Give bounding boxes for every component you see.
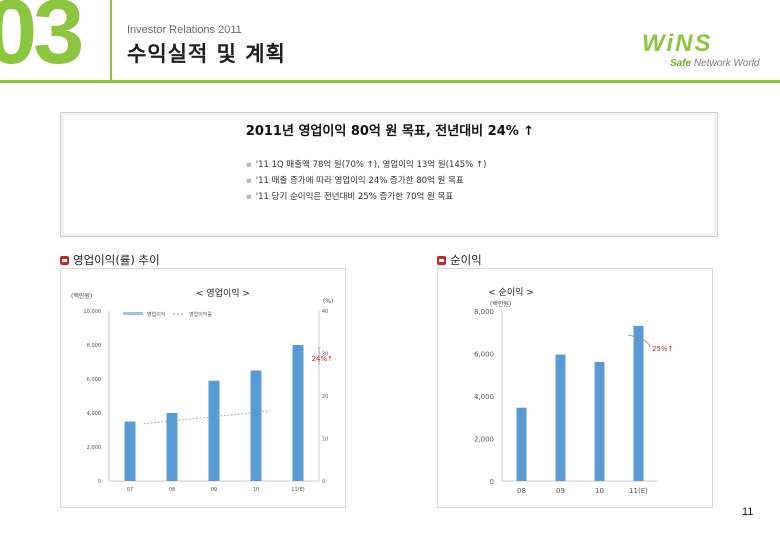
y2-tick-label: 10 [322,437,328,443]
section-label-operating-profit: 영업이익(률) 추이 [60,252,160,268]
section-label-text: 순이익 [450,253,482,267]
chart-title: < 영업이익 > [196,287,250,299]
rate-line [143,410,271,425]
x-tick-label: 07 [127,487,133,493]
operating-profit-chart: < 영업이익 > (백만원) (%) 영업이익 영업이익률 0 2,000 4,00… [71,287,333,493]
x-tick-label: 09 [556,487,565,495]
page-title: 수익실적 및 계획 [127,42,286,66]
x-tick-label: 09 [211,487,217,493]
net-income-chart: < 순이익 > (백만원) 0 2,000 4,000 6,000 8,000 08 09… [474,286,673,495]
x-tick-label: 08 [517,487,526,495]
y-tick-label: 6,000 [474,351,494,359]
x-tick-label: 11(E) [291,487,304,493]
section-label-net-income: 순이익 [437,252,482,268]
logo-tagline-bold: Safe [670,58,692,69]
bar-net-income [633,325,644,481]
section-number: 03 [0,0,84,83]
bar-operating-profit [292,345,304,481]
headline-bullets: '11 1Q 매출액 78억 원(70% ↑), 영업이익 13억 원(145%… [246,158,487,206]
bar-operating-profit [166,413,178,481]
header-rule [0,80,780,83]
bullet-item: '11 1Q 매출액 78억 원(70% ↑), 영업이익 13억 원(145%… [246,158,487,170]
legend-label-profit: 영업이익 [147,311,165,318]
x-tick-label: 08 [169,487,175,493]
legend-label-rate: 영업이익률 [189,311,212,318]
bar-operating-profit [250,370,262,481]
y2-tick-label: 0 [322,479,325,485]
y-tick-label: 4,000 [474,393,494,401]
growth-annotation: 25%↑ [652,345,673,353]
x-tick-label: 10 [595,487,604,495]
y-tick-label: 10,000 [84,309,102,315]
bullet-item: '11 당기 순이익은 전년대비 25% 증가한 70억 원 목표 [246,190,486,202]
logo-tagline: Safe Network World [670,58,759,69]
page-number: 11 [742,506,754,518]
y2-tick-label: 40 [322,309,328,315]
bar-operating-profit [208,380,220,481]
bar-net-income [594,362,605,481]
left-axis-unit: (백만원) [490,300,511,308]
y2-tick-label: 20 [322,394,328,400]
bar-net-income [555,354,566,481]
legend-swatch-profit [123,312,143,315]
x-tick-label: 10 [253,487,259,493]
bar-net-income [516,407,527,481]
growth-annotation: 24%↑ [312,355,333,363]
net-income-panel: < 순이익 > (백만원) 0 2,000 4,000 6,000 8,000 08 09… [437,268,713,508]
y-tick-label: 2,000 [474,436,494,444]
logo-tagline-text: Network World [693,58,760,69]
wins-logo: WiNS [642,30,713,57]
header-divider [110,0,112,82]
bullet-item: '11 매출 증가에 따라 영업이익 24% 증가한 80억 원 목표 [246,174,486,186]
right-axis-unit: (%) [323,298,333,305]
section-marker-icon [437,255,446,265]
header-subtitle: Investor Relations 2011 [127,24,242,36]
y-tick-label: 0 [490,478,494,486]
annotation-arrow [627,334,651,348]
y-tick-label: 0 [98,479,101,485]
section-label-text: 영업이익(률) 추이 [73,253,160,267]
x-tick-label: 11(E) [629,487,648,495]
y-tick-label: 8,000 [87,343,101,349]
y-tick-label: 4,000 [87,411,101,417]
bar-operating-profit [124,421,136,481]
left-axis-unit: (백만원) [71,292,92,300]
section-marker-icon [60,255,69,265]
y-tick-label: 6,000 [87,377,101,383]
operating-profit-panel: < 영업이익 > (백만원) (%) 영업이익 영업이익률 0 2,000 4,00… [60,268,346,508]
y2-tick-label: 30 [322,352,328,358]
y-tick-label: 2,000 [87,445,101,451]
y-tick-label: 8,000 [474,308,494,316]
chart-title: < 순이익 > [488,286,534,298]
headline-text: 2011년 영업이익 80억 원 목표, 전년대비 24% ↑ [245,124,535,139]
